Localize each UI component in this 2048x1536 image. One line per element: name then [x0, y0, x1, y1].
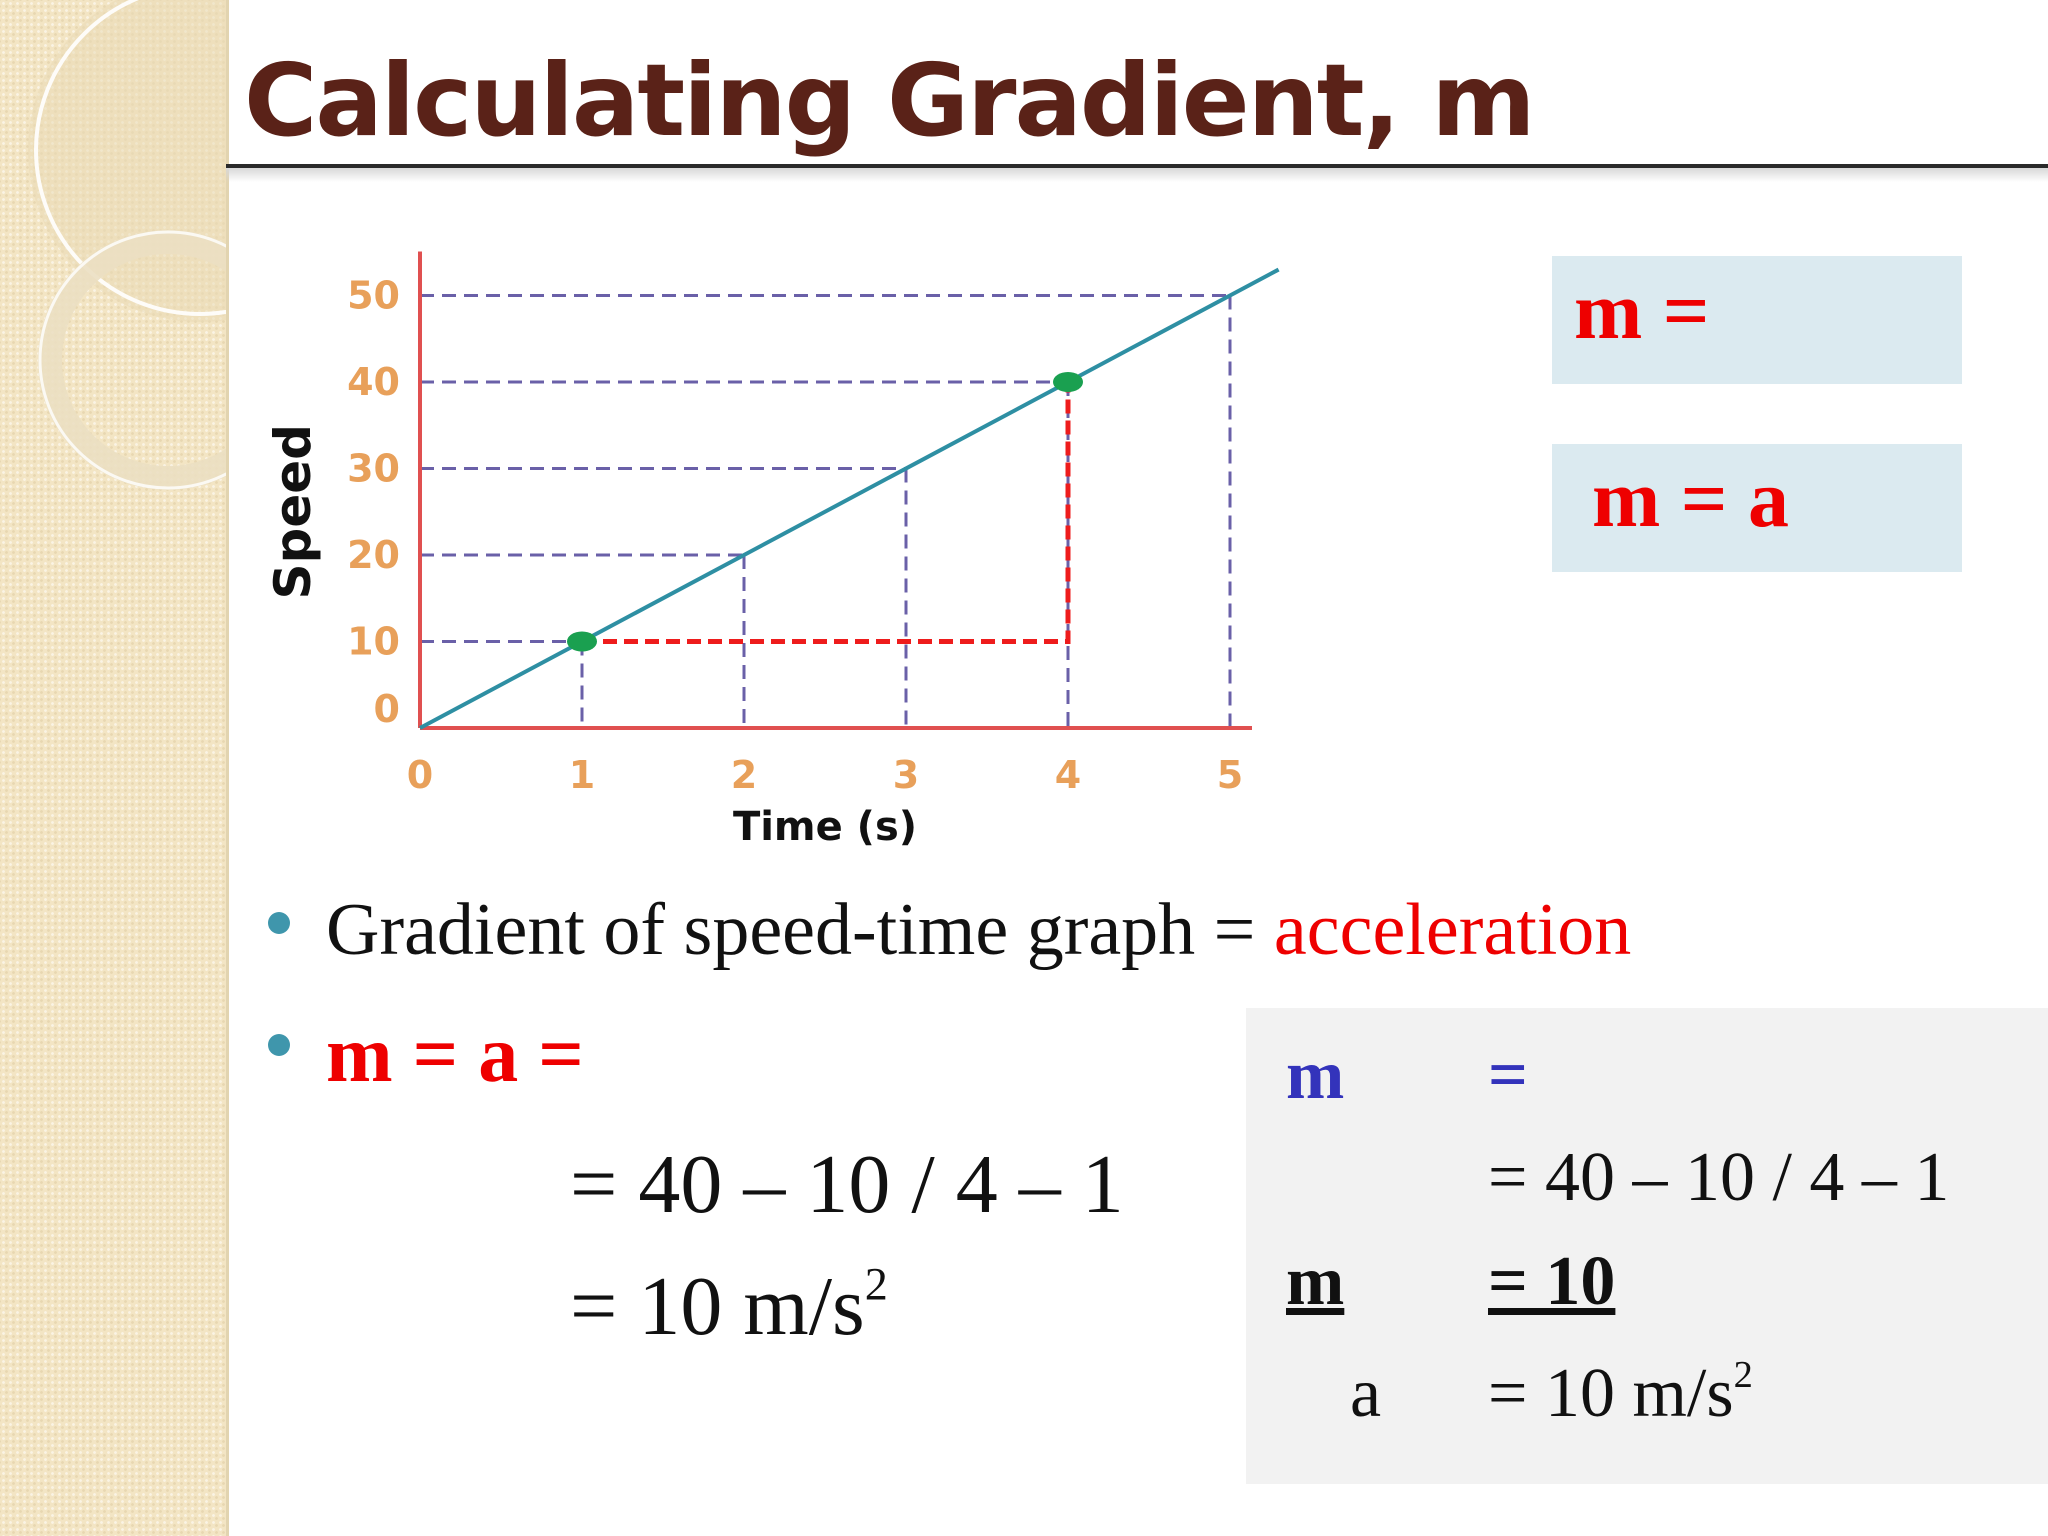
sidebar-ring-small-outline [38, 230, 226, 490]
x-tick-label: 5 [1217, 753, 1243, 797]
working-line-2: = 10 m/s2 [570, 1258, 888, 1355]
bullet-gradient-text: Gradient of speed-time graph = [326, 889, 1274, 971]
data-point-marker [1053, 372, 1083, 392]
panel-row3-right: = 10 [1488, 1243, 1616, 1320]
worked-solution-panel: m = = 40 – 10 / 4 – 1 m = 10 a = 10 m/s2 [1246, 1008, 2048, 1484]
working-line-1: = 40 – 10 / 4 – 1 [570, 1138, 1124, 1231]
acceleration-term: acceleration [1273, 889, 1632, 971]
chart-series [419, 267, 1280, 730]
title-divider-shadow [226, 168, 2048, 182]
bullet-dot [268, 912, 290, 934]
panel-row4-exponent: 2 [1733, 1354, 1753, 1397]
panel-row4-right: = 10 m/s2 [1488, 1354, 1753, 1434]
x-axis-title: Time (s) [733, 804, 917, 850]
panel-row1-left: m [1286, 1037, 1345, 1114]
working-line-2-exponent: 2 [864, 1258, 888, 1310]
x-tick-label: 2 [731, 753, 757, 797]
bullet-gradient-definition: Gradient of speed-time graph = accelerat… [326, 888, 1631, 973]
sidebar-disc [28, 0, 226, 322]
panel-row1-right: = [1488, 1037, 1528, 1114]
x-tick-label: 1 [569, 753, 595, 797]
data-point-marker [567, 631, 597, 652]
x-tick-label: 0 [407, 753, 433, 797]
sidebar-rings [28, 0, 226, 490]
sidebar-ring-small [38, 230, 226, 490]
bullet-dot [268, 1034, 290, 1056]
x-tick-label: 3 [893, 753, 919, 797]
decorative-sidebar [0, 0, 226, 1536]
bullet-m-equals-a: m = a = [326, 1011, 584, 1099]
y-tick-label: 50 [347, 274, 400, 318]
y-tick-label: 20 [347, 533, 400, 577]
formula-box-m-equals-a: m = a [1552, 444, 1962, 572]
chart-guides [420, 294, 1232, 728]
y-axis-title: Speed [264, 424, 322, 599]
panel-row2-right: = 40 – 10 / 4 – 1 [1488, 1139, 1950, 1216]
y-tick-label: 30 [347, 447, 400, 491]
sidebar-edge [226, 0, 229, 1536]
chart-markers [567, 372, 1083, 652]
panel-row3-left: m [1286, 1243, 1345, 1320]
chart-axes [418, 251, 1252, 730]
y-tick-label: 40 [347, 360, 400, 404]
formula-box-m: m = [1552, 256, 1962, 384]
x-tick-label: 4 [1055, 753, 1081, 797]
slide-title: Calculating Gradient, m [244, 42, 1536, 159]
gradient-triangle [582, 382, 1071, 644]
sidebar-ring-large [34, 0, 226, 316]
panel-row4-value: = 10 m/s [1488, 1355, 1734, 1432]
y-tick-label: 0 [374, 687, 400, 731]
title-divider [226, 164, 2048, 168]
y-tick-label: 10 [347, 620, 400, 664]
speed-line [419, 267, 1280, 730]
panel-row4-left: a [1350, 1355, 1382, 1432]
working-line-2-value: = 10 m/s [570, 1260, 865, 1353]
